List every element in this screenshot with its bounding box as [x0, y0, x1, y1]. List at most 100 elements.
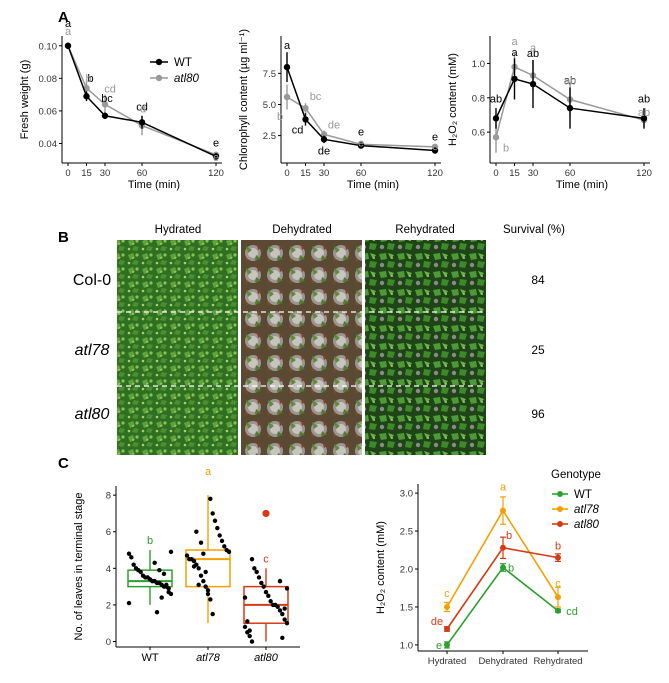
significance-letter: b — [506, 530, 512, 542]
jitter-point-atl78 — [224, 547, 229, 553]
survival-value-atl78: 25 — [531, 343, 545, 357]
y-tick-label: 0.8 — [472, 93, 485, 104]
jitter-point-wt — [152, 560, 157, 566]
x-tick-label: 60 — [137, 168, 148, 179]
y-axis-label: Chlorophyll content (µg ml⁻¹) — [238, 29, 250, 170]
x-tick-label: Rehydrated — [533, 656, 582, 667]
y-tick-label: 1.0 — [400, 640, 413, 651]
jitter-point-atl80 — [277, 578, 283, 584]
data-point-atl80 — [320, 131, 328, 138]
x-tick-label: 30 — [100, 168, 111, 179]
jitter-point-atl78 — [210, 611, 215, 617]
data-point-wt — [444, 641, 450, 648]
legend-label: WT — [574, 489, 592, 501]
significance-letter: c — [555, 578, 561, 590]
significance-letter: cd — [136, 101, 148, 113]
row-label-col0: Col-0 — [73, 272, 111, 289]
data-point-wt — [283, 63, 291, 71]
significance-letter: b — [555, 541, 561, 553]
photo-dehydrated — [241, 240, 362, 455]
jitter-point-atl80 — [247, 633, 252, 639]
significance-letter: a — [205, 466, 212, 478]
legend-title: Genotype — [551, 469, 601, 481]
x-tick-label: 15 — [509, 168, 520, 179]
jitter-point-atl78 — [219, 538, 225, 544]
x-tick-label: 0 — [493, 168, 498, 179]
x-tick-label: 30 — [528, 168, 539, 179]
y-tick-label: 7.5 — [263, 69, 276, 80]
significance-letter: e — [432, 132, 438, 144]
data-point-atl78 — [500, 507, 506, 514]
jitter-point-atl78 — [201, 551, 206, 556]
jitter-point-atl80 — [280, 611, 285, 617]
y-axis-label: H₂O₂ content (mM) — [447, 53, 459, 146]
significance-letter: cd — [104, 83, 116, 95]
data-point-atl80 — [444, 625, 450, 632]
x-tick-label: Hydrated — [428, 656, 467, 667]
jitter-point-atl80 — [263, 589, 269, 595]
significance-letter: bc — [101, 93, 113, 105]
y-tick-label: 3.0 — [400, 489, 413, 500]
significance-letter: de — [318, 145, 330, 157]
data-point-wt — [640, 115, 648, 122]
significance-letter: e — [432, 141, 438, 153]
survival-header: Survival (%) — [503, 224, 565, 236]
y-tick-label: 2.5 — [263, 131, 276, 142]
data-point-atl80 — [283, 93, 291, 101]
jitter-point-atl78 — [203, 584, 208, 589]
significance-letter: e — [358, 127, 364, 139]
y-tick-label: 0.6 — [472, 128, 485, 139]
jitter-point-atl78 — [187, 556, 192, 562]
legend-marker — [155, 58, 163, 66]
x-tick-label: 120 — [427, 168, 443, 179]
jitter-point-atl80 — [280, 635, 285, 641]
y-axis-label: H₂O₂ content (mM) — [375, 521, 387, 614]
jitter-point-atl80 — [270, 602, 276, 608]
significance-letter: a — [65, 18, 72, 30]
x-tick-label: 0 — [284, 168, 289, 179]
leaves-boxplot-chart: 0 2 4 6 8 No. of leaves in terminal stage WT b a… — [73, 466, 300, 664]
data-point-wt — [64, 42, 72, 49]
jitter-point-wt — [154, 610, 160, 615]
jitter-point-atl80 — [256, 575, 262, 580]
legend-label: WT — [174, 57, 192, 69]
data-point-wt — [555, 607, 561, 614]
series-line-atl80 — [446, 546, 559, 630]
y-axis-label: No. of leaves in terminal stage — [73, 493, 85, 641]
jitter-point-wt — [131, 562, 136, 567]
jitter-point-atl80 — [252, 566, 257, 571]
significance-letter: ab — [490, 93, 502, 105]
jitter-point-atl80 — [242, 595, 248, 600]
data-point-wt — [431, 147, 439, 154]
jitter-point-wt — [159, 595, 164, 600]
significance-letter: bc — [310, 91, 322, 103]
y-tick-label: 0.10 — [39, 41, 58, 52]
data-point-wt — [302, 116, 309, 123]
data-point-atl80 — [302, 105, 309, 112]
y-axis-label: Fresh weight (g) — [19, 60, 31, 139]
column-title-rehydrated: Rehydrated — [395, 224, 454, 236]
data-point-wt — [529, 80, 537, 88]
significance-letter: b — [508, 563, 514, 575]
jitter-point-wt — [133, 566, 139, 571]
jitter-point-wt — [129, 555, 134, 560]
significance-letter: ab — [638, 93, 650, 105]
legend-marker — [155, 74, 163, 82]
jitter-point-atl80 — [277, 608, 283, 613]
photo-hydrated — [117, 240, 238, 455]
box-atl78 — [185, 549, 231, 588]
data-point-atl78 — [555, 594, 561, 601]
photo-rehydrated — [365, 240, 486, 455]
significance-letter: b — [85, 73, 91, 85]
jitter-point-wt — [126, 551, 132, 556]
y-tick-label: 4 — [106, 564, 111, 575]
row-label-atl78: atl78 — [75, 342, 110, 359]
significance-letter: a — [530, 42, 537, 54]
data-point-atl80 — [500, 544, 506, 551]
photo-panel: Hydrated Dehydrated Rehydrated Survival … — [73, 224, 565, 455]
jitter-point-atl80 — [282, 617, 287, 622]
jitter-point-wt — [166, 589, 171, 595]
column-title-dehydrated: Dehydrated — [272, 224, 331, 236]
